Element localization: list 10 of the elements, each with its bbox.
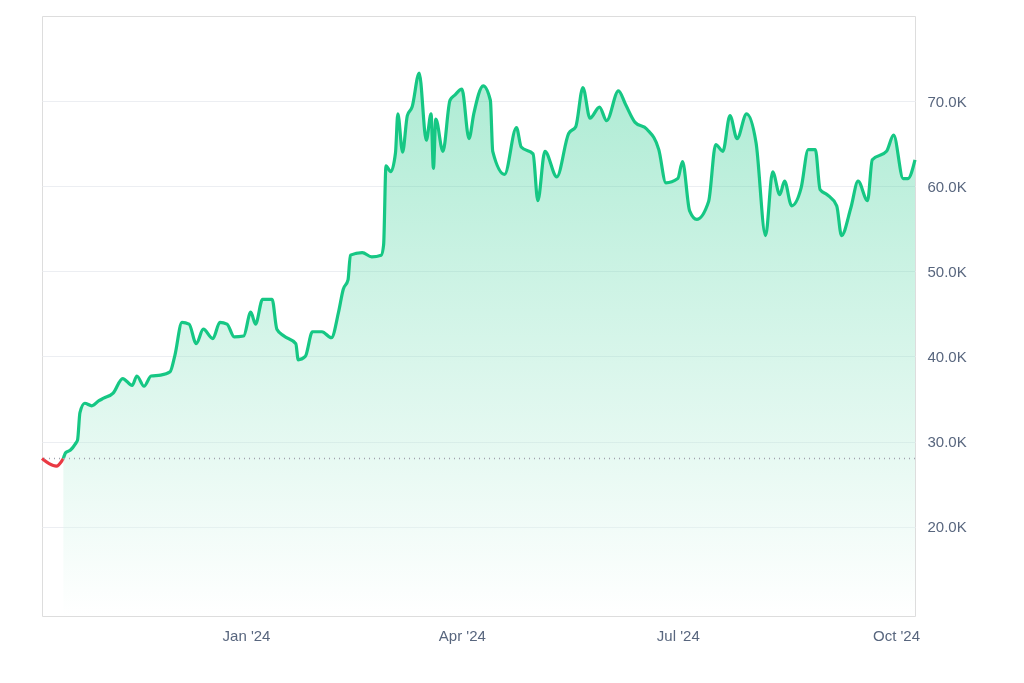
y-tick-label: 30.0K [927,433,967,451]
x-tick-label: Jan '24 [222,626,271,644]
y-tick-label: 40.0K [927,347,967,365]
y-tick-label: 50.0K [927,262,967,280]
y-tick-label: 70.0K [927,92,967,110]
x-tick-label: Apr '24 [438,626,486,644]
y-tick-label: 60.0K [927,177,967,195]
x-tick-label: Jul '24 [656,626,700,644]
x-tick-label: Oct '24 [872,626,921,644]
y-tick-label: 20.0K [927,518,967,536]
